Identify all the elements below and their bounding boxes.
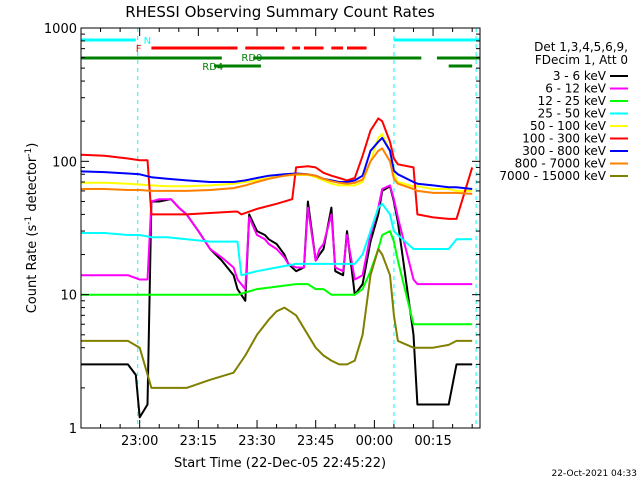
y-axis-label-sup1: -1 — [24, 216, 34, 225]
x-axis-label: Start Time (22-Dec-05 22:45:22) — [174, 456, 386, 471]
y-axis-label-mid: detector — [25, 156, 40, 216]
legend-label-3: 25 - 50 keV — [538, 107, 607, 121]
x-tick-label-2: 23:30 — [238, 434, 275, 449]
legend-header-line-2: FDecim 1, Att 0 — [535, 53, 628, 67]
night-flag-label: N — [144, 36, 151, 47]
decimation-flag-label: RD0 — [241, 53, 262, 64]
y-axis-label-main: Count Rate (s — [25, 225, 40, 314]
series-line-2 — [81, 230, 473, 326]
flare-flag-label: F — [136, 44, 142, 55]
series-line-3 — [81, 202, 473, 277]
plot-area: NF RD0 RD4 — [80, 28, 480, 428]
legend-label-5: 100 - 300 keV — [522, 132, 606, 146]
series-line-5 — [80, 117, 474, 220]
series-line-8 — [81, 248, 473, 389]
footer-date: 22-Oct-2021 04:33 — [552, 469, 637, 479]
y-tick-label-1: 10 — [60, 289, 77, 304]
x-tick-label-5: 00:15 — [414, 434, 451, 449]
legend-label-8: 7000 - 15000 keV — [499, 169, 606, 183]
y-tick-label-3: 1000 — [44, 22, 77, 37]
y-axis-label: Count Rate (s-1 detector-1) — [24, 143, 40, 314]
legend-label-7: 800 - 7000 keV — [515, 157, 607, 171]
legend: Det 1,3,4,5,6,9, FDecim 1, Att 0 3 - 6 k… — [499, 40, 628, 183]
x-tick-label-3: 23:45 — [297, 434, 334, 449]
legend-label-1: 6 - 12 keV — [545, 82, 607, 96]
y-tick-label-0: 1 — [69, 422, 77, 437]
legend-label-2: 12 - 25 keV — [538, 94, 607, 108]
y-axis-label-sup2: -1 — [24, 148, 34, 157]
x-tick-label-4: 00:00 — [356, 434, 393, 449]
series-line-4 — [81, 133, 473, 192]
series-line-1 — [81, 184, 473, 291]
legend-label-0: 3 - 6 keV — [553, 69, 607, 83]
x-tick-label-1: 23:15 — [180, 434, 217, 449]
x-tick-label-0: 23:00 — [121, 434, 158, 449]
y-axis-label-end: ) — [25, 143, 40, 148]
plot-frame — [80, 27, 481, 429]
axes: 1 10 100 1000 23:00 23:15 23:30 23:45 00:00 00:15 — [44, 22, 481, 449]
y-tick-label-2: 100 — [52, 155, 77, 170]
chart-title: RHESSI Observing Summary Count Rates — [125, 3, 435, 21]
series-line-7 — [81, 147, 473, 195]
legend-header-line-1: Det 1,3,4,5,6,9, — [534, 40, 628, 54]
rd4-flag-label: RD4 — [202, 62, 223, 73]
legend-label-6: 300 - 800 keV — [522, 144, 606, 158]
legend-label-4: 50 - 100 keV — [530, 119, 607, 133]
